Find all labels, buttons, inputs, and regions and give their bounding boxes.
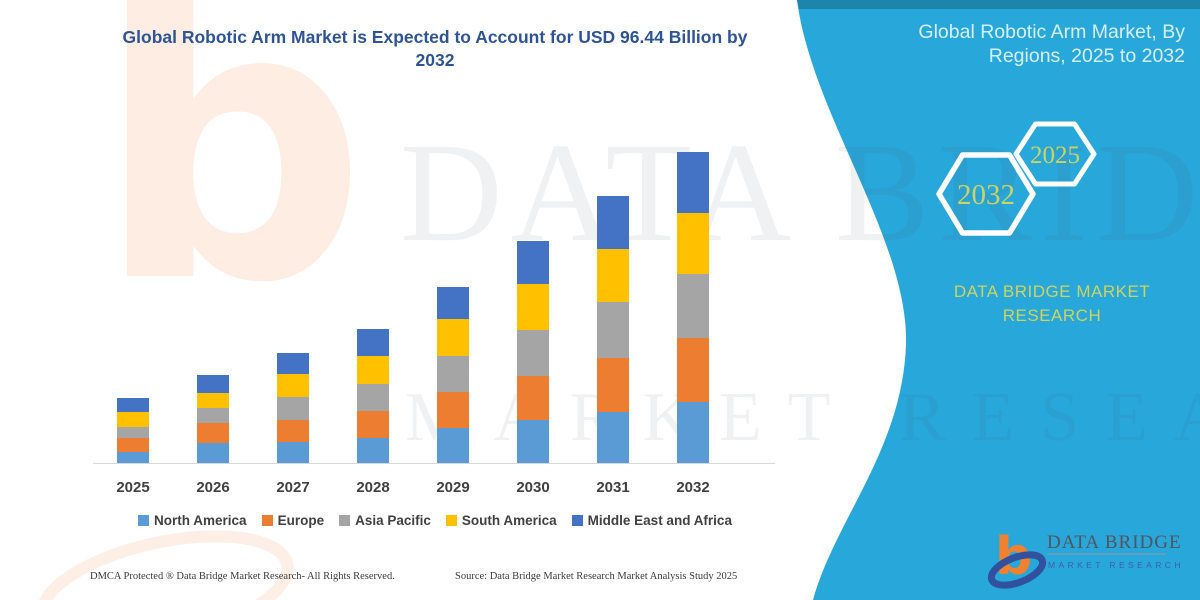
bar-segment-2025-south-america	[117, 411, 149, 428]
bar-segment-2031-south-america	[597, 249, 629, 303]
bar-segment-2026-asia-pacific	[197, 407, 229, 423]
legend-label: South America	[461, 513, 557, 528]
x-axis-label-2027: 2027	[276, 479, 310, 496]
legend-item-north-america: North America	[138, 513, 247, 528]
banner-heading-line1: Global Robotic Arm Market, By	[918, 21, 1185, 43]
bar-segment-2029-middle-east-and-africa	[437, 286, 469, 319]
bar-segment-2026-europe	[197, 423, 229, 443]
bar-segment-2027-south-america	[277, 374, 309, 398]
bar-segment-2029-asia-pacific	[437, 355, 469, 392]
bar-segment-2031-middle-east-and-africa	[597, 196, 629, 250]
banner-cyan-polygon	[797, 0, 1200, 600]
bar-segment-2026-south-america	[197, 392, 229, 408]
legend-swatch-icon	[339, 515, 351, 526]
bar-segment-2027-asia-pacific	[277, 397, 309, 421]
legend-label: Middle East and Africa	[587, 513, 732, 528]
x-axis-label-2032: 2032	[676, 479, 710, 496]
bar-segment-2028-north-america	[357, 437, 389, 463]
bar-segment-2032-asia-pacific	[677, 274, 709, 338]
bar-segment-2030-asia-pacific	[517, 330, 549, 377]
legend-swatch-icon	[571, 515, 583, 526]
chart-title-line1: Global Robotic Arm Market is Expected to…	[122, 27, 748, 47]
legend-item-europe: Europe	[261, 513, 325, 528]
bar-segment-2026-middle-east-and-africa	[197, 374, 229, 393]
bar-segment-2031-north-america	[597, 412, 629, 463]
x-axis-label-2028: 2028	[356, 479, 390, 496]
logo-subtitle: MARKET RESEARCH	[1048, 560, 1184, 570]
banner-brand-line2: RESEARCH	[1002, 305, 1102, 325]
footer-dmca-text: DMCA Protected ® Data Bridge Market Rese…	[90, 571, 395, 582]
bar-segment-2028-middle-east-and-africa	[357, 329, 389, 356]
bar-2026	[197, 374, 229, 463]
legend-item-middle-east-and-africa: Middle East and Africa	[571, 513, 732, 528]
x-axis-label-2025: 2025	[116, 479, 150, 496]
bar-segment-2027-europe	[277, 420, 309, 442]
banner-brand-text: DATA BRIDGE MARKET RESEARCH	[928, 280, 1176, 328]
bar-segment-2031-asia-pacific	[597, 302, 629, 359]
bar-segment-2029-south-america	[437, 318, 469, 356]
bar-2031	[597, 196, 629, 463]
bar-segment-2026-north-america	[197, 443, 229, 463]
bar-segment-2028-asia-pacific	[357, 383, 389, 411]
bar-segment-2028-south-america	[357, 355, 389, 384]
bar-segment-2032-europe	[677, 337, 709, 402]
bar-segment-2030-north-america	[517, 420, 549, 463]
legend-label: Asia Pacific	[355, 513, 431, 528]
bar-segment-2032-south-america	[677, 213, 709, 275]
bar-2028	[357, 329, 389, 463]
x-axis-label-2026: 2026	[196, 479, 230, 496]
x-axis-label-2030: 2030	[516, 479, 550, 496]
bar-segment-2030-south-america	[517, 284, 549, 331]
bar-segment-2025-asia-pacific	[117, 427, 149, 439]
bar-2030	[517, 241, 549, 463]
chart-title-line2: 2032	[415, 49, 455, 70]
bar-segment-2027-north-america	[277, 442, 309, 463]
bar-segment-2025-europe	[117, 438, 149, 452]
logo-title: DATA BRIDGE	[1047, 532, 1182, 553]
legend-swatch-icon	[445, 515, 457, 526]
chart-legend: North America Europe Asia Pacific South Ame…	[90, 513, 780, 528]
bar-2029	[437, 286, 469, 463]
chart-title: Global Robotic Arm Market is Expected to…	[90, 26, 780, 72]
banner-top-band	[797, 0, 1200, 9]
bar-segment-2025-middle-east-and-africa	[117, 398, 149, 412]
bar-segment-2028-europe	[357, 410, 389, 438]
x-axis-label-2029: 2029	[436, 479, 470, 496]
x-axis-label-2031: 2031	[596, 479, 630, 496]
legend-item-south-america: South America	[445, 513, 557, 528]
bar-segment-2032-middle-east-and-africa	[677, 152, 709, 214]
banner-heading: Global Robotic Arm Market, By Regions, 2…	[880, 20, 1185, 69]
banner-heading-line2: Regions, 2025 to 2032	[988, 45, 1185, 68]
bar-2025	[117, 398, 149, 463]
data-bridge-logo: b DATA BRIDGE MARKET RESEARCH	[987, 527, 1184, 589]
footer-source-text: Source: Data Bridge Market Research Mark…	[455, 571, 738, 582]
bar-segment-2030-europe	[517, 376, 549, 421]
legend-label: Europe	[277, 513, 325, 528]
legend-swatch-icon	[138, 515, 150, 526]
bar-2027	[277, 353, 309, 463]
bar-segment-2027-middle-east-and-africa	[277, 353, 309, 375]
bar-2032	[677, 152, 709, 463]
bar-segment-2031-europe	[597, 358, 629, 412]
bar-segment-2029-north-america	[437, 427, 469, 463]
legend-swatch-icon	[261, 515, 273, 526]
x-axis-line	[93, 463, 775, 464]
bar-segment-2025-north-america	[117, 452, 149, 463]
legend-label: North America	[154, 513, 247, 528]
logo-swoosh-icon	[987, 551, 1047, 589]
bar-segment-2029-europe	[437, 391, 469, 428]
banner-brand-line1: DATA BRIDGE MARKET	[953, 282, 1151, 301]
bar-segment-2030-middle-east-and-africa	[517, 241, 549, 285]
bar-segment-2032-north-america	[677, 401, 709, 463]
legend-item-asia-pacific: Asia Pacific	[339, 513, 431, 528]
